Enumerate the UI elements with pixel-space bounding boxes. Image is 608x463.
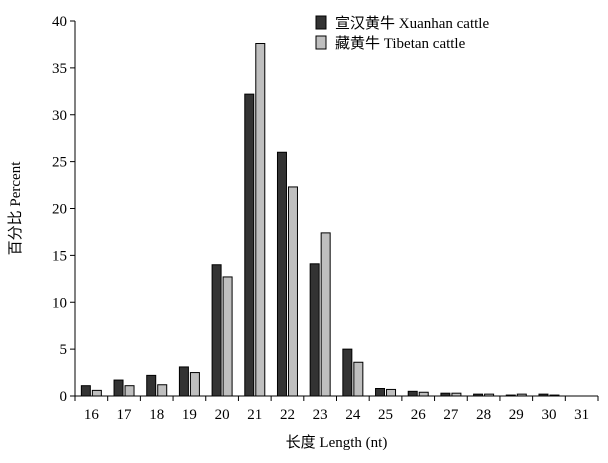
y-axis-title: 百分比 Percent: [7, 161, 24, 256]
x-tick-label: 26: [411, 407, 427, 423]
x-tick-label: 22: [280, 407, 295, 423]
bar-tibetan-21: [255, 43, 266, 397]
legend-swatch-xuanhan: [315, 15, 327, 30]
y-tick-label: 10: [52, 295, 67, 311]
bar-xuanhan-17: [113, 379, 124, 397]
bar-xuanhan-20: [211, 264, 222, 397]
x-tick-label: 19: [182, 407, 197, 423]
y-axis: 0 5 10 15 20 25 30 35 40: [52, 14, 76, 405]
y-tick-label: 40: [52, 14, 67, 30]
bar-tibetan-24: [353, 361, 364, 397]
x-tick-label: 23: [313, 407, 328, 423]
y-tick-label: 15: [52, 248, 67, 264]
x-tick-label: 20: [215, 407, 230, 423]
legend-label-xuanhan: 宣汉黄牛 Xuanhan cattle: [335, 15, 489, 32]
x-tick-label: 18: [149, 407, 164, 423]
legend-label-tibetan: 藏黄牛 Tibetan cattle: [335, 35, 466, 52]
x-axis-title: 长度 Length (nt): [286, 434, 388, 451]
legend: 宣汉黄牛 Xuanhan cattle 藏黄牛 Tibetan cattle: [315, 15, 489, 52]
x-tick-label: 16: [84, 407, 100, 423]
x-tick-label: 17: [117, 407, 133, 423]
bar-xuanhan-23: [309, 263, 320, 397]
bar-xuanhan-19: [178, 366, 189, 397]
x-tick-label: 25: [378, 407, 393, 423]
x-tick-label: 31: [574, 407, 589, 423]
y-tick-label: 30: [52, 108, 67, 124]
x-axis: 16 17 18 19 20 21 22 23 24 25 26 27 28 29 30 31: [74, 395, 599, 423]
x-tick-label: 30: [541, 407, 556, 423]
bar-tibetan-26: [418, 391, 429, 397]
bars-group: [80, 43, 560, 397]
bar-xuanhan-22: [276, 151, 287, 397]
y-tick-label: 20: [52, 202, 67, 218]
bar-xuanhan-16: [80, 385, 91, 397]
y-tick-label: 35: [52, 61, 67, 77]
legend-swatch-tibetan: [315, 35, 327, 50]
x-tick-label: 27: [443, 407, 459, 423]
bar-xuanhan-25: [375, 388, 386, 397]
x-tick-label: 29: [509, 407, 524, 423]
x-tick-label: 24: [345, 407, 361, 423]
bar-xuanhan-21: [244, 93, 255, 397]
bar-tibetan-17: [124, 385, 135, 397]
bar-xuanhan-24: [342, 348, 353, 397]
bar-tibetan-19: [189, 372, 200, 397]
y-tick-label: 5: [60, 342, 68, 358]
y-tick-label: 25: [52, 155, 67, 171]
bar-tibetan-16: [91, 389, 102, 397]
bar-tibetan-22: [287, 186, 298, 397]
bar-tibetan-20: [222, 276, 233, 397]
bar-tibetan-18: [157, 384, 168, 397]
x-tick-label: 28: [476, 407, 491, 423]
bar-tibetan-23: [320, 232, 331, 397]
bar-xuanhan-18: [146, 374, 157, 397]
bar-tibetan-25: [386, 388, 397, 397]
bar-xuanhan-26: [407, 390, 418, 397]
y-tick-label: 0: [60, 389, 68, 405]
x-tick-label: 21: [247, 407, 262, 423]
